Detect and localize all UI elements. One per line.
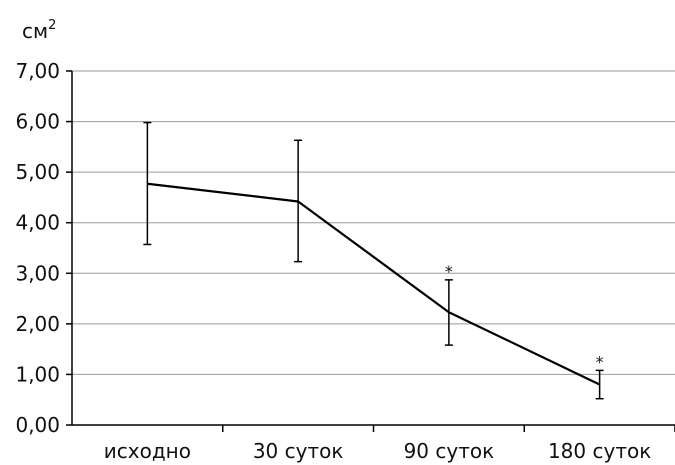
y-tick-label: 5,00 <box>15 160 60 184</box>
gridlines <box>72 70 675 375</box>
y-tick-label: 7,00 <box>15 59 60 83</box>
y-tick-label: 1,00 <box>15 362 60 386</box>
x-tick-labels: исходно 30 суток 90 суток 180 суток <box>104 439 652 463</box>
series <box>147 182 601 386</box>
y-tick-label: 2,00 <box>15 312 60 336</box>
annotations: ** <box>445 262 604 372</box>
significance-marker: * <box>445 262 453 281</box>
x-tick-label: 180 суток <box>548 439 651 463</box>
series-line <box>147 182 601 386</box>
y-tick-label: 4,00 <box>15 211 60 235</box>
y-tick-label: 6,00 <box>15 110 60 134</box>
significance-marker: * <box>596 352 604 371</box>
axes <box>66 70 675 432</box>
y-axis-unit-label: см2 <box>22 18 56 43</box>
y-axis-unit-superscript: 2 <box>48 18 56 33</box>
x-tick-label: исходно <box>104 439 191 463</box>
y-tick-labels: 0,00 1,00 2,00 3,00 4,00 5,00 6,00 7,00 <box>15 59 60 437</box>
x-tick-label: 90 суток <box>404 439 495 463</box>
error-bars <box>143 121 604 400</box>
y-tick-label: 0,00 <box>15 413 60 437</box>
x-tick-label: 30 суток <box>253 439 344 463</box>
y-tick-label: 3,00 <box>15 261 60 285</box>
